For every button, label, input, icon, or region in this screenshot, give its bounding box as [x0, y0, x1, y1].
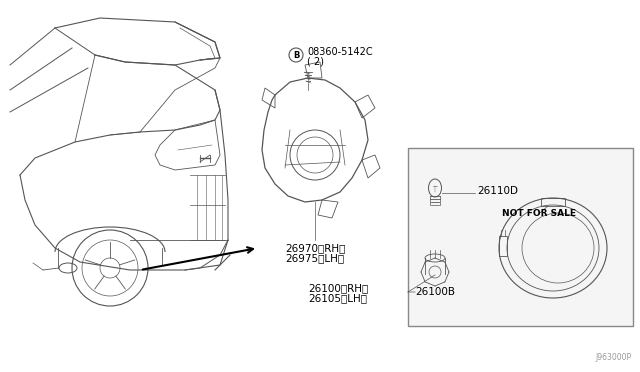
Text: 26975〈LH〉: 26975〈LH〉 — [285, 253, 344, 263]
Text: ( 2): ( 2) — [307, 57, 324, 67]
Text: 26100〈RH〉: 26100〈RH〉 — [308, 283, 368, 293]
Bar — [408, 148, 633, 326]
Text: 08360-5142C: 08360-5142C — [307, 47, 372, 57]
Text: 26970〈RH〉: 26970〈RH〉 — [285, 243, 345, 253]
Text: J963000P: J963000P — [596, 353, 632, 362]
Text: B: B — [293, 51, 299, 60]
Text: NOT FOR SALE: NOT FOR SALE — [502, 209, 575, 218]
Text: 26110D: 26110D — [477, 186, 518, 196]
Text: 26105〈LH〉: 26105〈LH〉 — [308, 293, 367, 303]
Text: 26100B: 26100B — [415, 287, 455, 297]
